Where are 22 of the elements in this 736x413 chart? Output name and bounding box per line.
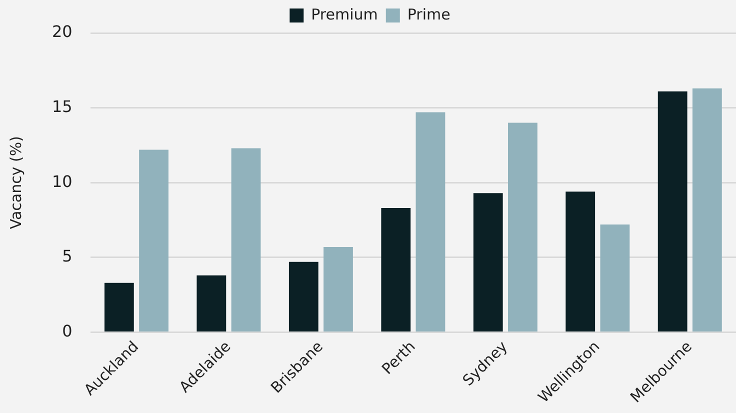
y-tick-label: 0: [62, 321, 72, 340]
y-tick-label: 20: [52, 22, 72, 42]
legend-label: Prime: [407, 5, 450, 24]
bar: [566, 192, 596, 332]
bar: [381, 208, 411, 332]
bar: [104, 282, 134, 332]
bar: [658, 91, 688, 332]
bar: [231, 148, 261, 332]
y-tick-label: 15: [52, 96, 72, 116]
y-axis-title: Vacancy (%): [6, 136, 25, 230]
y-tick-label: 5: [62, 246, 72, 266]
bar: [600, 224, 630, 332]
bar: [416, 112, 446, 332]
bar: [692, 88, 722, 332]
bar: [288, 262, 318, 332]
bar: [473, 193, 503, 332]
bar: [324, 246, 353, 332]
legend-label: Premium: [311, 5, 378, 24]
bar: [508, 122, 538, 332]
bar: [196, 275, 226, 332]
y-tick-label: 10: [52, 172, 72, 191]
bar: [139, 150, 168, 332]
